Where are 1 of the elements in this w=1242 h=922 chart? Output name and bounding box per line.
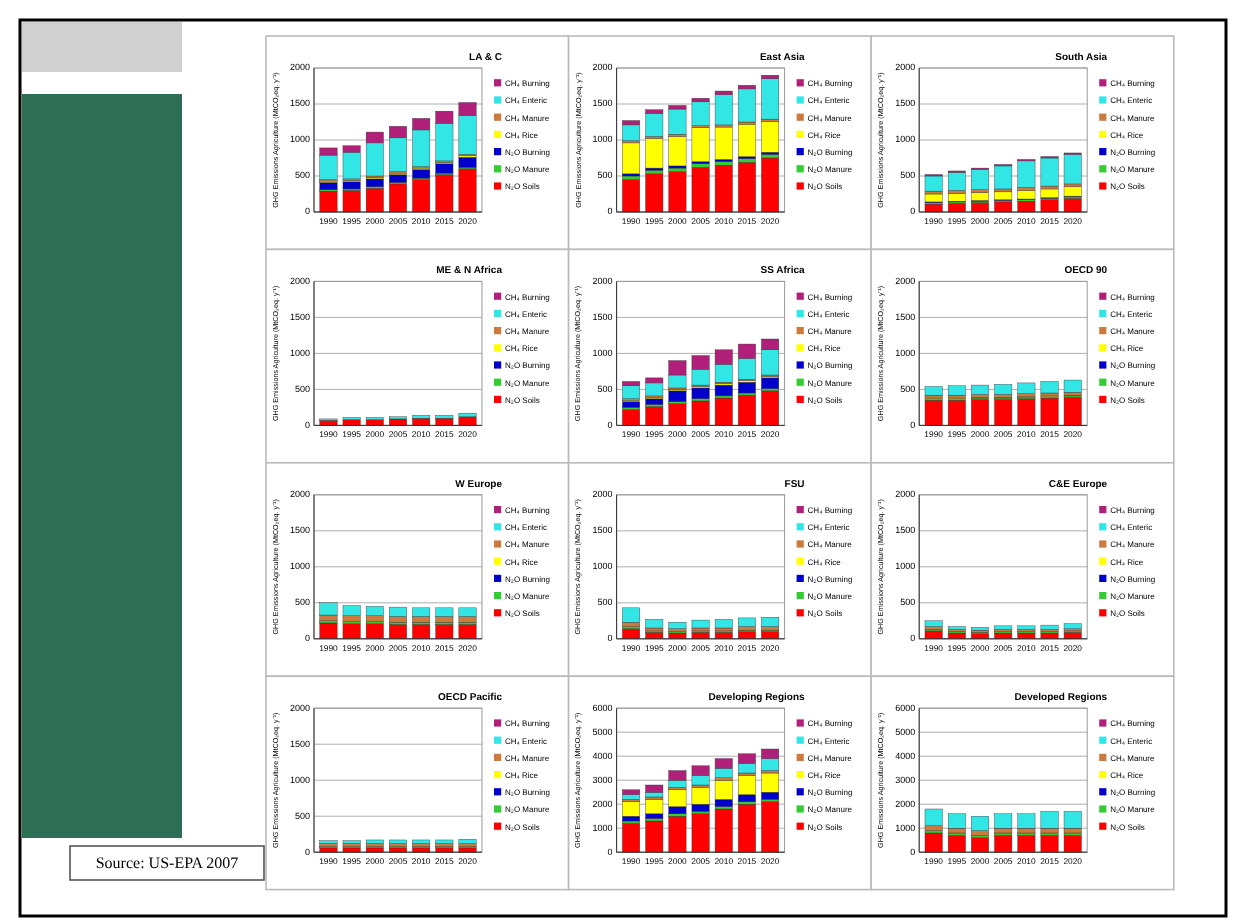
source-note: Source: US-EPA 2007 xyxy=(95,853,239,872)
